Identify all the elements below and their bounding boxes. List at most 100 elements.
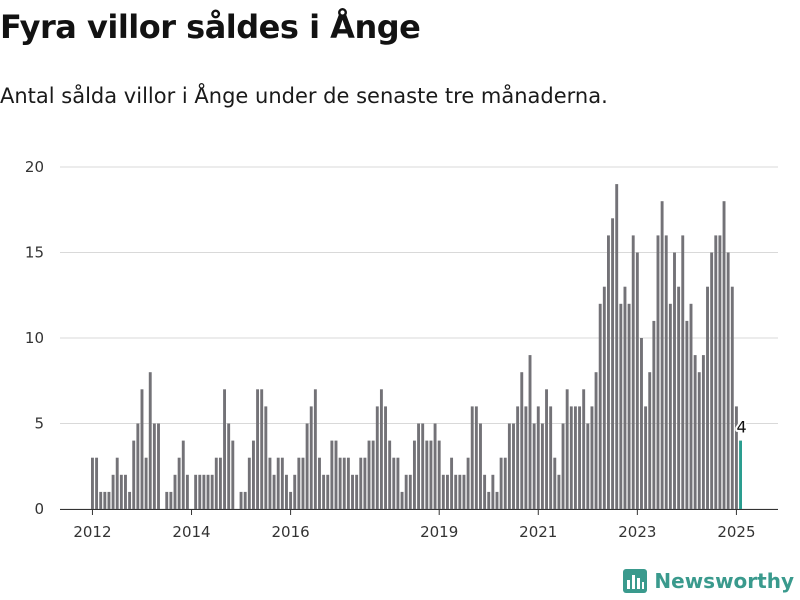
bar bbox=[309, 406, 313, 509]
bar bbox=[561, 423, 565, 509]
bar bbox=[285, 474, 288, 509]
bar bbox=[503, 457, 507, 509]
bar bbox=[569, 406, 573, 509]
bar bbox=[115, 457, 119, 509]
bar bbox=[512, 423, 515, 509]
bar bbox=[388, 440, 392, 509]
bar bbox=[462, 474, 466, 509]
bar bbox=[586, 423, 590, 509]
bar bbox=[260, 389, 264, 509]
bar bbox=[128, 491, 132, 509]
bar bbox=[507, 423, 511, 509]
bar bbox=[132, 440, 136, 509]
bar bbox=[549, 406, 553, 509]
bar bbox=[227, 423, 231, 509]
bar bbox=[697, 372, 701, 509]
bar bbox=[681, 235, 685, 509]
bar bbox=[429, 440, 433, 509]
bar bbox=[710, 252, 714, 509]
y-tick-label: 20 bbox=[25, 158, 44, 176]
bar bbox=[91, 457, 94, 509]
bar bbox=[218, 457, 222, 509]
bar bbox=[450, 457, 454, 509]
bar bbox=[338, 457, 342, 509]
bar bbox=[582, 389, 586, 509]
bar bbox=[297, 457, 301, 509]
bar bbox=[239, 491, 243, 509]
bar bbox=[214, 457, 218, 509]
bar bbox=[111, 474, 115, 509]
bar bbox=[491, 474, 495, 509]
bar bbox=[367, 440, 371, 509]
bar bbox=[173, 474, 177, 509]
bar bbox=[635, 252, 639, 509]
bar-latest bbox=[739, 440, 742, 509]
chart-logo-icon bbox=[623, 569, 648, 593]
bar bbox=[602, 286, 606, 509]
bar bbox=[652, 320, 656, 509]
bar bbox=[611, 218, 615, 510]
bar bbox=[165, 491, 169, 509]
bar bbox=[124, 474, 127, 509]
bar bbox=[714, 235, 718, 509]
bar bbox=[458, 474, 462, 509]
bar bbox=[524, 406, 528, 509]
bar bbox=[318, 457, 321, 509]
bar bbox=[351, 474, 354, 509]
bar bbox=[280, 457, 284, 509]
bar bbox=[408, 474, 412, 509]
bar-series bbox=[91, 184, 742, 510]
bar bbox=[181, 440, 185, 509]
bar bbox=[169, 491, 173, 509]
bar bbox=[553, 457, 557, 509]
bar bbox=[326, 474, 330, 509]
bar bbox=[693, 355, 697, 509]
bar bbox=[346, 457, 350, 509]
bar bbox=[685, 320, 689, 509]
bar bbox=[660, 201, 664, 509]
bar bbox=[99, 491, 103, 509]
bar bbox=[251, 440, 255, 509]
bar bbox=[722, 201, 726, 509]
bar bbox=[119, 474, 123, 509]
bar bbox=[536, 406, 540, 509]
bar bbox=[433, 423, 437, 509]
bar bbox=[305, 423, 309, 509]
bar bbox=[140, 389, 144, 509]
bar bbox=[454, 474, 458, 509]
bar bbox=[425, 440, 429, 509]
bar bbox=[640, 338, 643, 509]
bar bbox=[396, 457, 400, 509]
y-tick-label: 5 bbox=[34, 415, 44, 433]
bar bbox=[177, 457, 181, 509]
bar bbox=[466, 457, 470, 509]
bar bbox=[334, 440, 338, 509]
bar bbox=[499, 457, 503, 509]
bar bbox=[400, 491, 404, 509]
bar bbox=[194, 474, 198, 509]
x-tick-label: 2016 bbox=[272, 523, 310, 541]
bar bbox=[540, 423, 544, 509]
bar bbox=[598, 303, 602, 509]
bar bbox=[272, 474, 276, 509]
bar bbox=[185, 474, 189, 509]
bar bbox=[363, 457, 367, 509]
bar bbox=[734, 406, 738, 509]
bar bbox=[301, 457, 305, 509]
bar bbox=[202, 474, 206, 509]
bar bbox=[359, 457, 363, 509]
bar bbox=[223, 389, 226, 509]
bar bbox=[623, 286, 627, 509]
bar bbox=[487, 491, 491, 509]
bar bbox=[619, 303, 623, 509]
bar bbox=[392, 457, 396, 509]
bar bbox=[644, 406, 648, 509]
bar bbox=[198, 474, 202, 509]
bar bbox=[313, 389, 317, 509]
latest-value-label: 4 bbox=[736, 418, 746, 437]
bar bbox=[355, 474, 359, 509]
bar bbox=[148, 372, 152, 509]
bar bbox=[594, 372, 598, 509]
brand-name: Newsworthy bbox=[654, 569, 794, 593]
brand-logo[interactable]: Newsworthy bbox=[622, 568, 794, 594]
